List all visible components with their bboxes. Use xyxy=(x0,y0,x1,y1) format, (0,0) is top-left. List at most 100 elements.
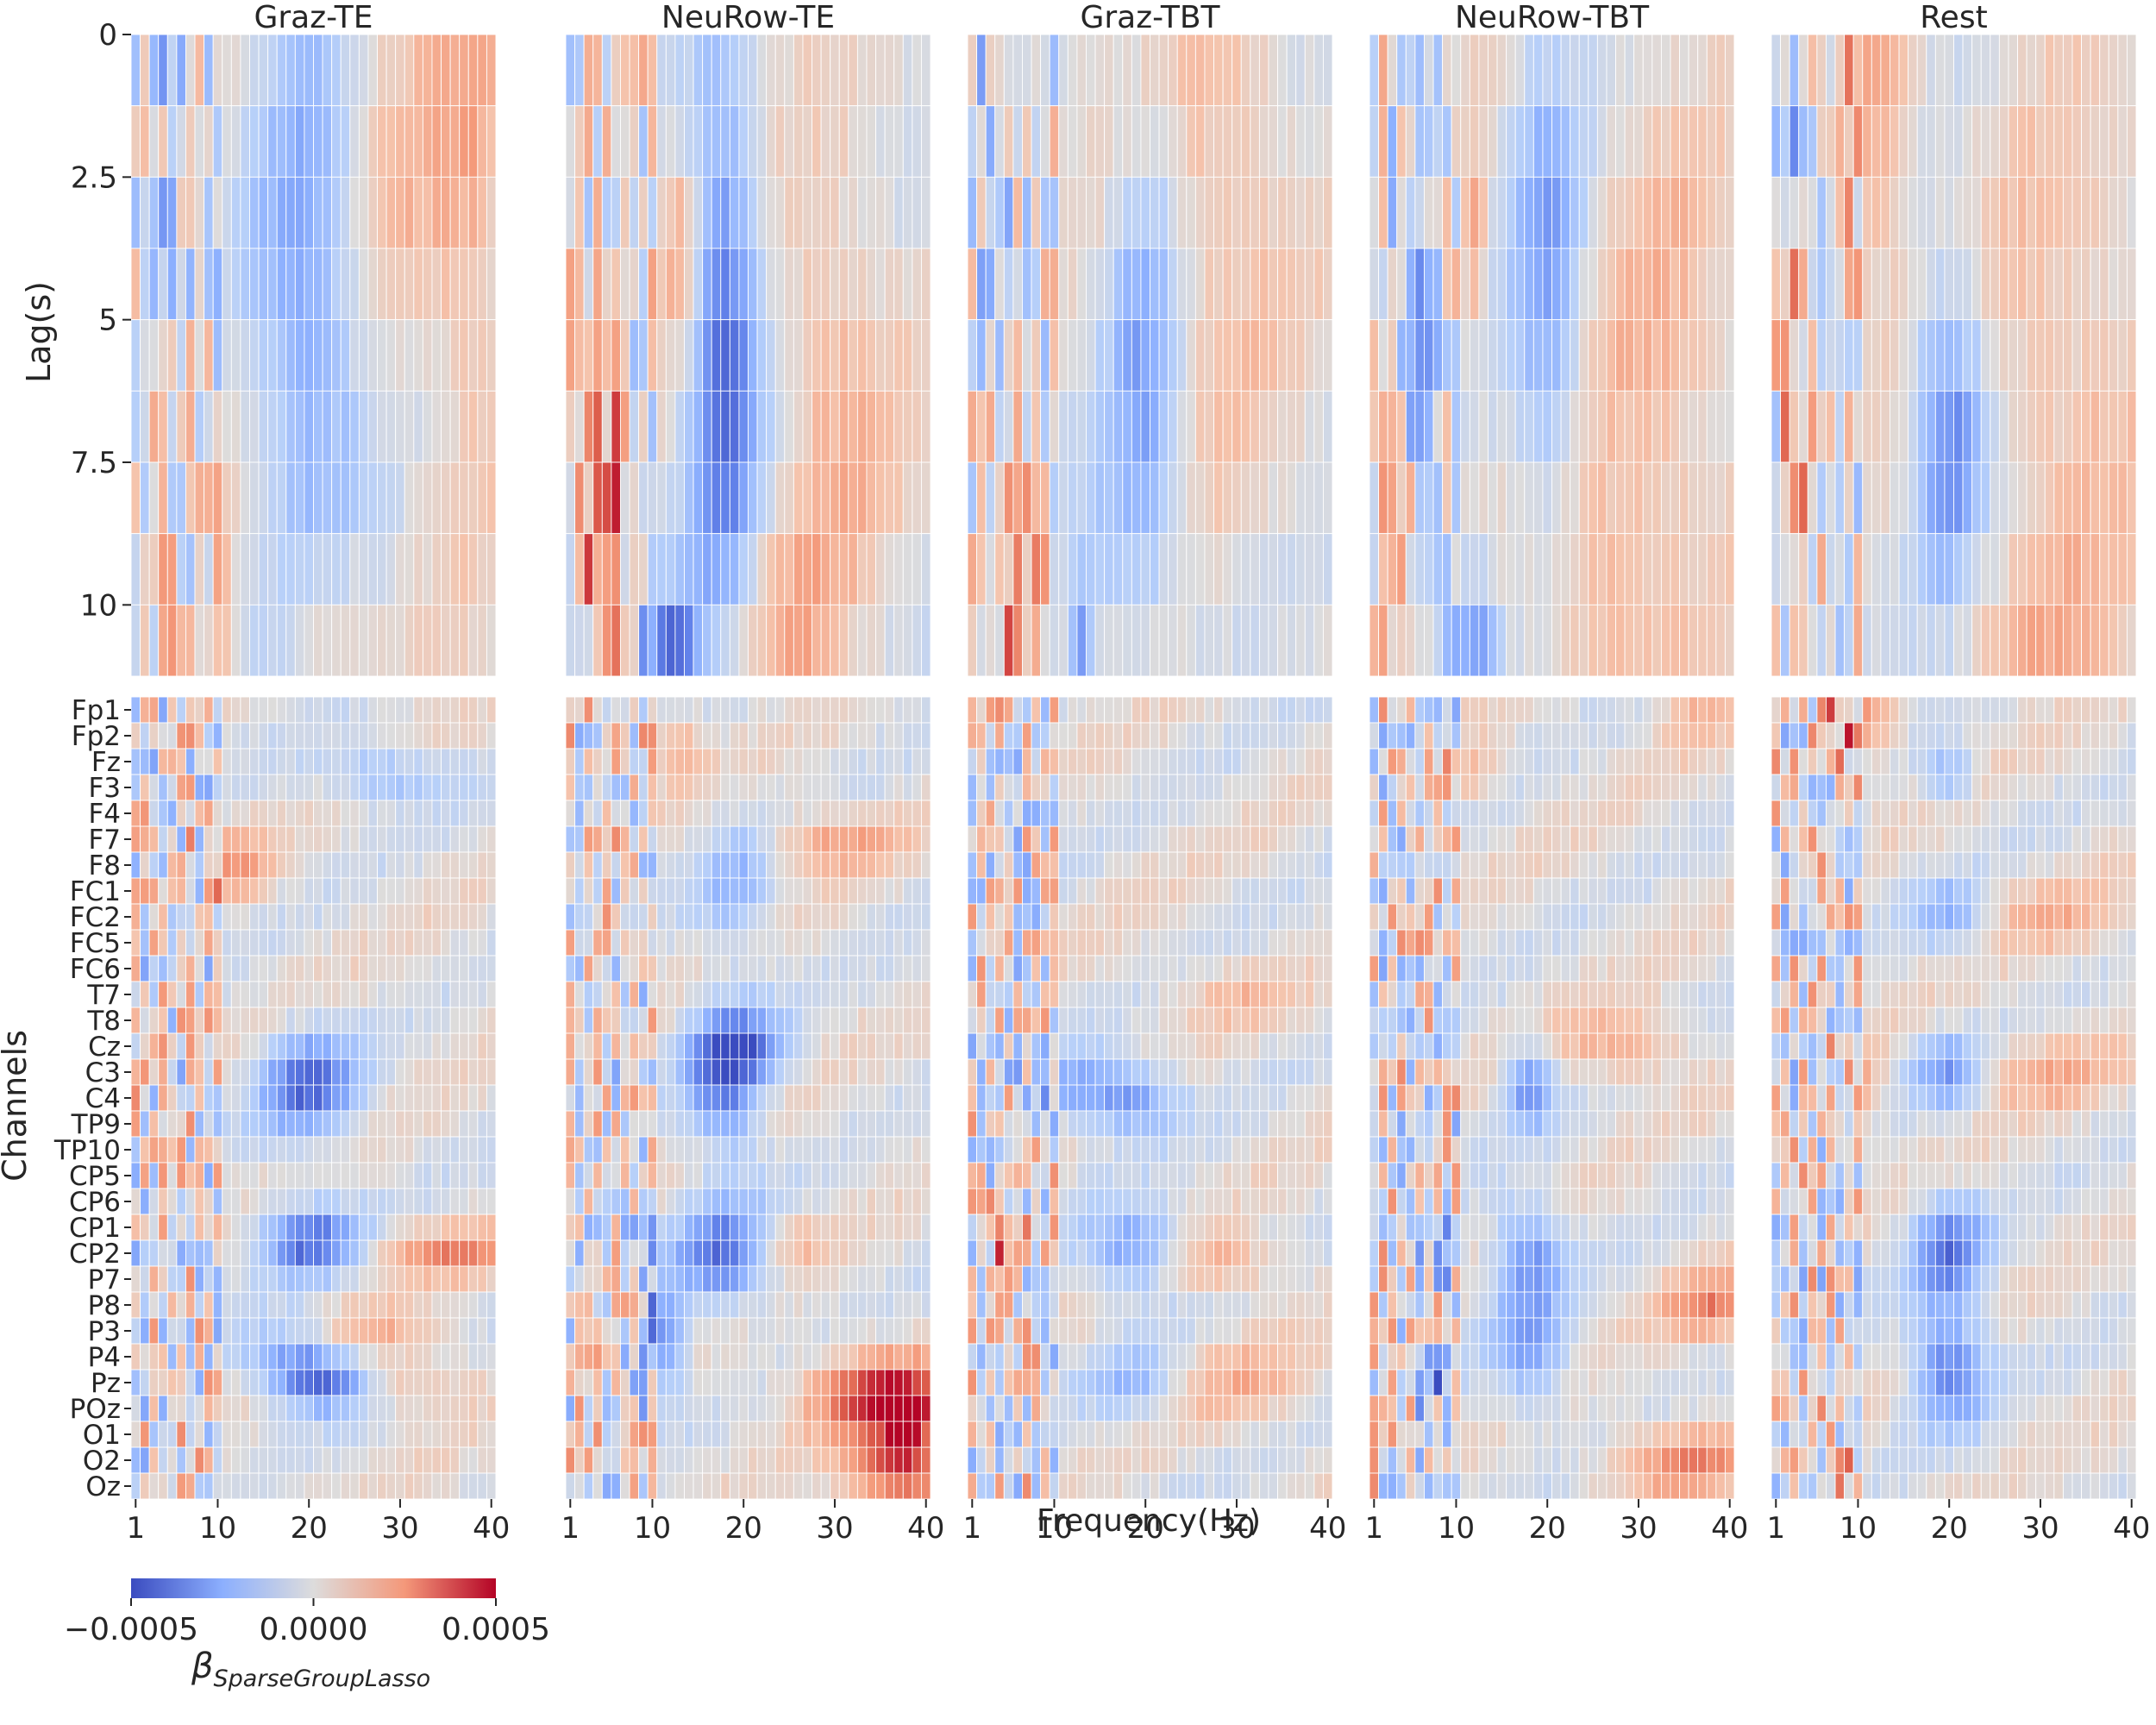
heatmap-cell xyxy=(422,825,433,853)
heatmap-cell xyxy=(647,1239,658,1267)
heatmap-cell xyxy=(711,1058,722,1086)
heatmap-cell xyxy=(322,248,333,321)
heatmap-cell xyxy=(1176,604,1188,677)
heatmap-cell xyxy=(611,903,621,931)
heatmap-cell xyxy=(629,319,640,392)
heatmap-cell xyxy=(285,1343,296,1371)
heatmap-cell xyxy=(1313,248,1324,321)
heatmap-cell xyxy=(1186,1007,1196,1034)
heatmap-cell xyxy=(1131,722,1142,750)
heatmap-cell xyxy=(331,1421,342,1448)
heatmap-cell xyxy=(1295,1395,1306,1422)
heatmap-cell xyxy=(1112,1421,1124,1448)
heatmap-cell xyxy=(194,825,205,853)
heatmap-cell xyxy=(620,1007,630,1034)
heatmap-cell xyxy=(240,319,250,392)
heatmap-cell xyxy=(313,877,323,905)
heatmap-cell xyxy=(866,1136,876,1164)
heatmap-cell xyxy=(1222,248,1233,321)
heatmap-cell xyxy=(583,1446,594,1474)
heatmap-cell xyxy=(848,1265,858,1293)
heatmap-cell xyxy=(449,461,461,535)
heatmap-cell xyxy=(1232,1369,1242,1396)
heatmap-cell xyxy=(1140,1007,1150,1034)
heatmap-cell xyxy=(1186,1032,1196,1060)
heatmap-cell xyxy=(158,1317,168,1345)
heatmap-cell xyxy=(766,1162,776,1189)
heatmap-cell xyxy=(902,1162,913,1189)
heatmap-cell xyxy=(1067,1162,1078,1189)
heatmap-cell xyxy=(276,34,287,107)
heatmap-cell xyxy=(1560,105,1571,178)
heatmap-cell xyxy=(377,929,387,957)
heatmap-cell xyxy=(1168,1084,1178,1112)
heatmap-cell xyxy=(204,1239,214,1267)
heatmap-cell xyxy=(638,461,649,535)
heatmap-cell xyxy=(258,1343,269,1371)
heatmap-cell xyxy=(611,825,621,853)
heatmap-cell xyxy=(166,981,178,1008)
heatmap-cell xyxy=(1122,1162,1132,1189)
heatmap-cell xyxy=(802,1343,812,1371)
heatmap-cell xyxy=(565,533,576,605)
heatmap-cell xyxy=(240,929,250,957)
heatmap-cell xyxy=(358,1343,369,1371)
heatmap-cell xyxy=(756,903,768,931)
heatmap-cell xyxy=(230,774,241,801)
heatmap-cell xyxy=(629,1110,640,1138)
heatmap-cell xyxy=(812,1446,822,1474)
heatmap-cell xyxy=(656,34,667,107)
heatmap-cell xyxy=(884,981,895,1008)
heatmap-cell xyxy=(601,1472,612,1500)
heatmap-cell xyxy=(1150,929,1160,957)
heatmap-cell xyxy=(884,800,895,827)
heatmap-cell xyxy=(774,105,786,178)
heatmap-cell xyxy=(967,1369,978,1396)
heatmap-cell xyxy=(583,533,594,605)
heatmap-cell xyxy=(574,248,585,321)
heatmap-cell xyxy=(1313,1110,1324,1138)
heatmap-cell xyxy=(130,1446,141,1474)
heatmap-cell xyxy=(140,1265,150,1293)
heatmap-cell xyxy=(204,34,214,107)
heatmap-cell xyxy=(194,248,205,321)
heatmap-cell xyxy=(766,722,776,750)
heatmap-cell xyxy=(912,1265,922,1293)
heatmap-cell xyxy=(1040,604,1050,677)
heatmap-cell xyxy=(313,1421,323,1448)
heatmap-cell xyxy=(377,319,387,392)
heatmap-cell xyxy=(304,1265,314,1293)
heatmap-cell xyxy=(866,1188,876,1215)
heatmap-cell xyxy=(830,877,840,905)
heatmap-cell xyxy=(1268,1343,1278,1371)
heatmap-cell xyxy=(1176,1188,1188,1215)
heatmap-cell xyxy=(611,1032,621,1060)
heatmap-cell xyxy=(1596,34,1608,107)
heatmap-cell xyxy=(377,604,387,677)
heatmap-cell xyxy=(574,929,585,957)
heatmap-cell xyxy=(802,1084,812,1112)
heatmap-cell xyxy=(1213,929,1224,957)
heatmap-cell xyxy=(1304,604,1315,677)
heatmap-cell xyxy=(1076,1343,1087,1371)
heatmap-cell xyxy=(647,1084,658,1112)
heatmap-cell xyxy=(748,1214,758,1241)
heatmap-cell xyxy=(140,319,150,392)
heatmap-cell xyxy=(1058,34,1069,107)
heatmap-cell xyxy=(583,929,594,957)
heatmap-cell xyxy=(884,825,895,853)
heatmap-cell xyxy=(702,1214,712,1241)
heatmap-cell xyxy=(349,1369,360,1396)
heatmap-cell xyxy=(985,1188,996,1215)
heatmap-cell xyxy=(194,1084,205,1112)
heatmap-cell xyxy=(684,248,694,321)
heatmap-cell xyxy=(285,1472,296,1500)
heatmap-cell xyxy=(756,1214,768,1241)
heatmap-cell xyxy=(866,1395,876,1422)
heatmap-cell xyxy=(565,319,576,392)
heatmap-cell xyxy=(1194,981,1206,1008)
heatmap-cell xyxy=(856,1472,868,1500)
panel-title: NeuRow-TBT xyxy=(1455,0,1650,35)
heatmap-cell xyxy=(1460,105,1470,178)
heatmap-cell xyxy=(1112,903,1124,931)
